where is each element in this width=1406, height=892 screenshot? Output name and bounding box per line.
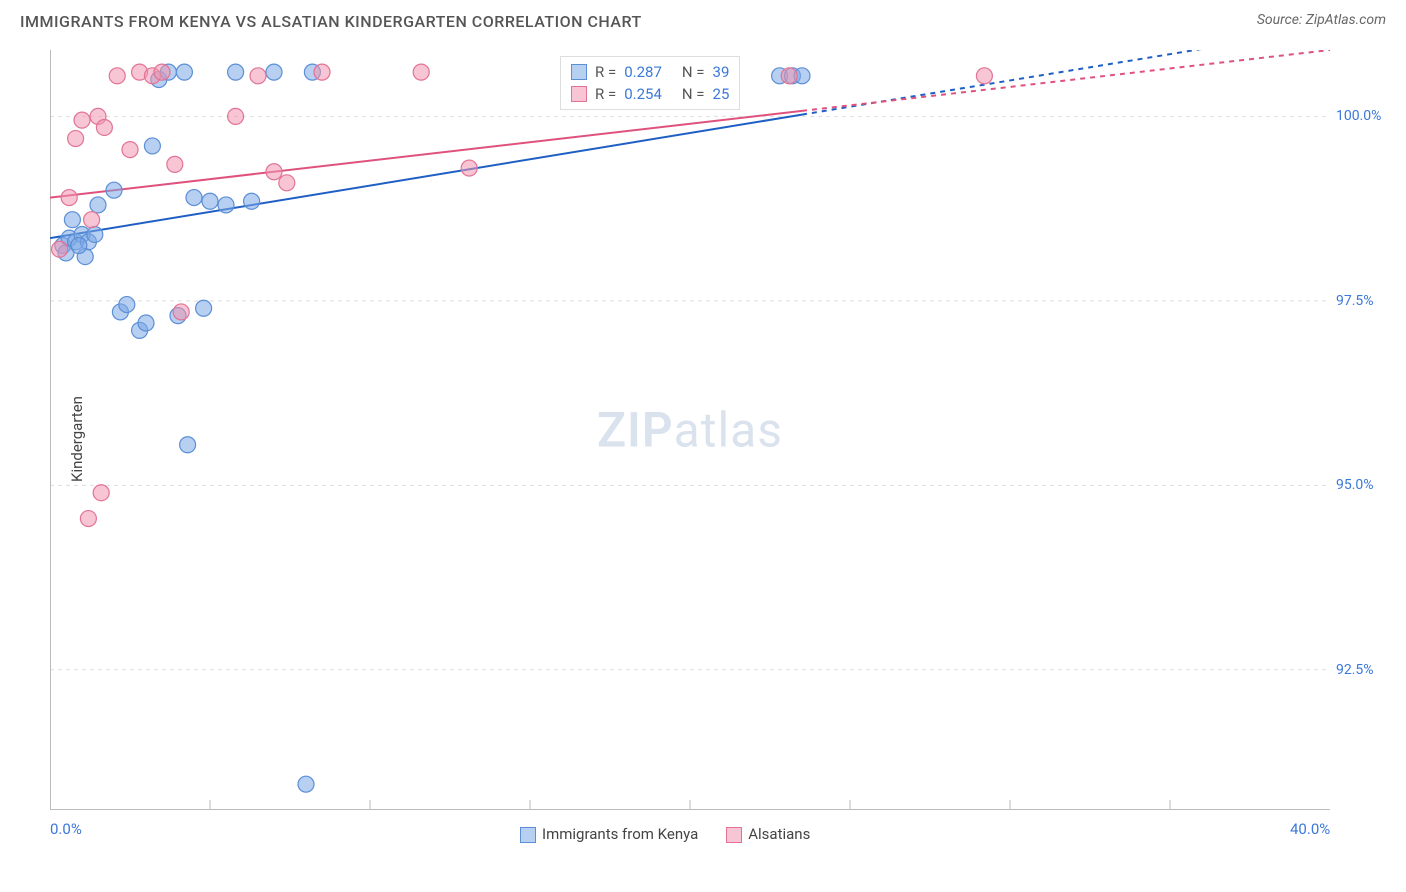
legend-r-label: R = [595, 85, 616, 103]
legend-swatch [520, 827, 536, 843]
y-tick-label: 92.5% [1336, 662, 1374, 678]
legend-swatch [571, 64, 587, 80]
y-axis-label: Kindergarten [68, 396, 86, 482]
y-tick-label: 100.0% [1336, 108, 1381, 124]
series-legend: Immigrants from Kenya Alsatians [520, 825, 810, 843]
legend-swatch [726, 827, 742, 843]
legend-series-name: Immigrants from Kenya [542, 825, 698, 843]
legend-n-value: 25 [713, 85, 730, 103]
legend-item: Alsatians [726, 825, 810, 843]
legend-item: Immigrants from Kenya [520, 825, 698, 843]
correlation-legend: R = 0.287 N = 39 R = 0.254 N = 25 [560, 56, 740, 110]
legend-series-name: Alsatians [748, 825, 810, 843]
legend-swatch [571, 86, 587, 102]
legend-corr-row: R = 0.254 N = 25 [571, 83, 729, 105]
source-label: Source: ZipAtlas.com [1257, 12, 1386, 28]
legend-n-value: 39 [713, 63, 730, 81]
x-tick-label: 0.0% [50, 820, 82, 838]
legend-r-value: 0.254 [624, 85, 662, 103]
legend-r-label: R = [595, 63, 616, 81]
legend-r-value: 0.287 [624, 63, 662, 81]
chart-title: IMMIGRANTS FROM KENYA VS ALSATIAN KINDER… [20, 12, 642, 31]
scatter-plot [50, 50, 1330, 810]
y-tick-label: 95.0% [1336, 477, 1374, 493]
legend-corr-row: R = 0.287 N = 39 [571, 61, 729, 83]
legend-n-label: N = [682, 85, 705, 103]
y-tick-label: 97.5% [1336, 293, 1374, 309]
legend-n-label: N = [682, 63, 705, 81]
x-tick-label: 40.0% [1290, 820, 1330, 838]
chart-area: Kindergarten ZIPatlas 92.5%95.0%97.5%100… [50, 50, 1330, 810]
